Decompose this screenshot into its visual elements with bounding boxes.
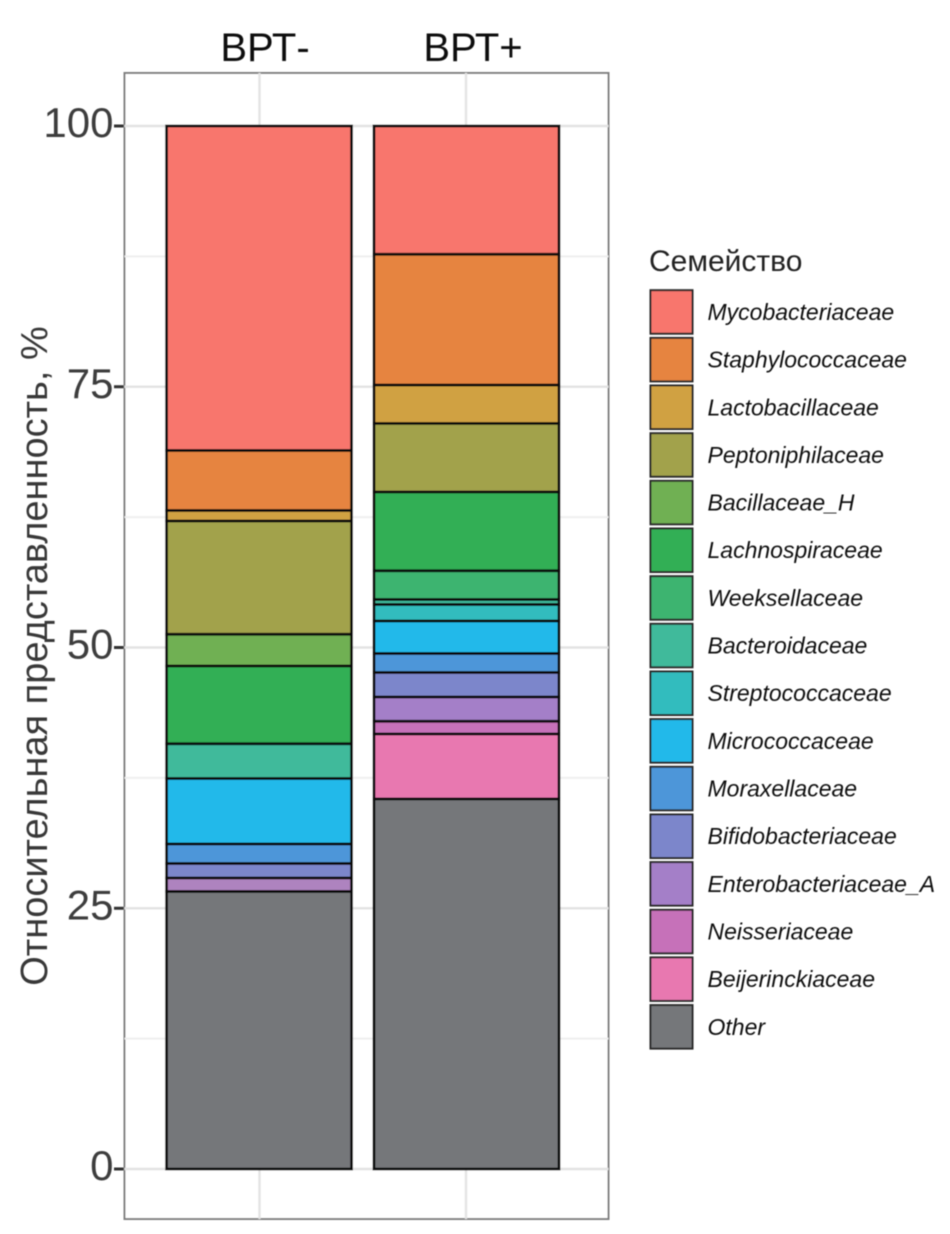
- svg-text:Streptococcaceae: Streptococcaceae: [708, 680, 892, 706]
- svg-text:0: 0: [90, 1142, 113, 1189]
- svg-text:100: 100: [43, 99, 113, 146]
- svg-text:ВРТ+: ВРТ+: [423, 26, 522, 70]
- svg-text:Peptoniphilaceae: Peptoniphilaceae: [708, 442, 884, 468]
- svg-text:25: 25: [67, 881, 114, 928]
- svg-text:Other: Other: [708, 1014, 767, 1040]
- svg-text:Bacteroidaceae: Bacteroidaceae: [708, 633, 868, 659]
- svg-text:Staphylococcaceae: Staphylococcaceae: [708, 347, 907, 373]
- svg-text:Neisseriaceae: Neisseriaceae: [708, 919, 854, 945]
- svg-text:50: 50: [67, 621, 114, 668]
- svg-text:Weeksellaceae: Weeksellaceae: [708, 585, 864, 611]
- svg-text:Lachnospiraceae: Lachnospiraceae: [708, 537, 883, 563]
- svg-text:Moraxellaceae: Moraxellaceae: [708, 776, 858, 802]
- svg-text:Bifidobacteriaceae: Bifidobacteriaceae: [708, 823, 897, 849]
- svg-text:Семейство: Семейство: [649, 245, 802, 278]
- svg-text:Beijerinckiaceae: Beijerinckiaceae: [708, 966, 875, 992]
- svg-text:Относительная представленность: Относительная представленность, %: [14, 326, 56, 986]
- svg-text:Bacillaceae_H: Bacillaceae_H: [708, 490, 855, 516]
- svg-text:Mycobacteriaceae: Mycobacteriaceae: [708, 299, 895, 325]
- svg-text:75: 75: [67, 360, 114, 407]
- svg-text:Enterobacteriaceae_A: Enterobacteriaceae_A: [708, 871, 936, 897]
- svg-text:ВРТ-: ВРТ-: [220, 26, 309, 70]
- svg-text:Micrococcaceae: Micrococcaceae: [708, 728, 874, 754]
- svg-text:Lactobacillaceae: Lactobacillaceae: [708, 394, 879, 420]
